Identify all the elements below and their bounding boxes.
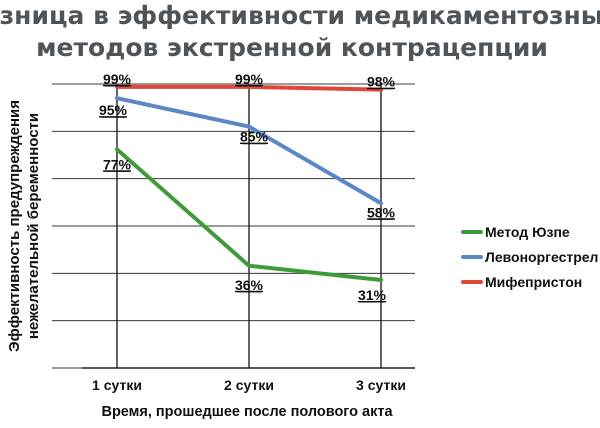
- y-axis-title-line-1: Эффективность предупреждения: [6, 100, 23, 352]
- chart-title-line-1: Разница в эффективности медикаментозных: [0, 1, 600, 30]
- data-labels: 77% 36% 31% 95% 85% 58% 99% 99% 98%: [99, 71, 396, 303]
- data-label: 99%: [103, 71, 132, 87]
- x-tick-label: 2 сутки: [224, 377, 274, 393]
- data-label: 85%: [240, 129, 269, 145]
- series-line-3: [115, 84, 383, 92]
- data-label: 36%: [235, 277, 264, 293]
- series-line-2: [115, 96, 383, 206]
- legend-label: Мифепристон: [485, 274, 582, 290]
- data-label: 58%: [367, 204, 396, 220]
- axes: [82, 84, 415, 369]
- legend: Метод Юзпе Левоноргестрел Мифепристон: [461, 224, 598, 290]
- x-tick-labels: 1 сутки 2 сутки 3 сутки: [92, 377, 406, 393]
- y-axis-title-line-2: нежелательной беременности: [25, 113, 42, 339]
- chart-title-line-2: методов экстренной контрацепции: [36, 33, 548, 62]
- legend-label: Метод Юзпе: [485, 224, 570, 240]
- x-tick-label: 3 сутки: [356, 377, 406, 393]
- data-label: 95%: [99, 102, 128, 118]
- gridlines: [52, 83, 415, 369]
- chart-title: Разница в эффективности медикаментозных …: [0, 1, 600, 62]
- series-line-1: [115, 147, 383, 282]
- data-label: 98%: [367, 74, 396, 90]
- data-label: 31%: [358, 287, 387, 303]
- data-label: 77%: [103, 156, 132, 172]
- legend-label: Левоноргестрел: [485, 249, 598, 265]
- y-axis-title: Эффективность предупреждения нежелательн…: [6, 100, 42, 352]
- data-label: 99%: [235, 71, 264, 87]
- x-tick-label: 1 сутки: [92, 377, 142, 393]
- x-axis-title: Время, прошедшее после полового акта: [101, 404, 393, 420]
- series-lines: [115, 84, 383, 282]
